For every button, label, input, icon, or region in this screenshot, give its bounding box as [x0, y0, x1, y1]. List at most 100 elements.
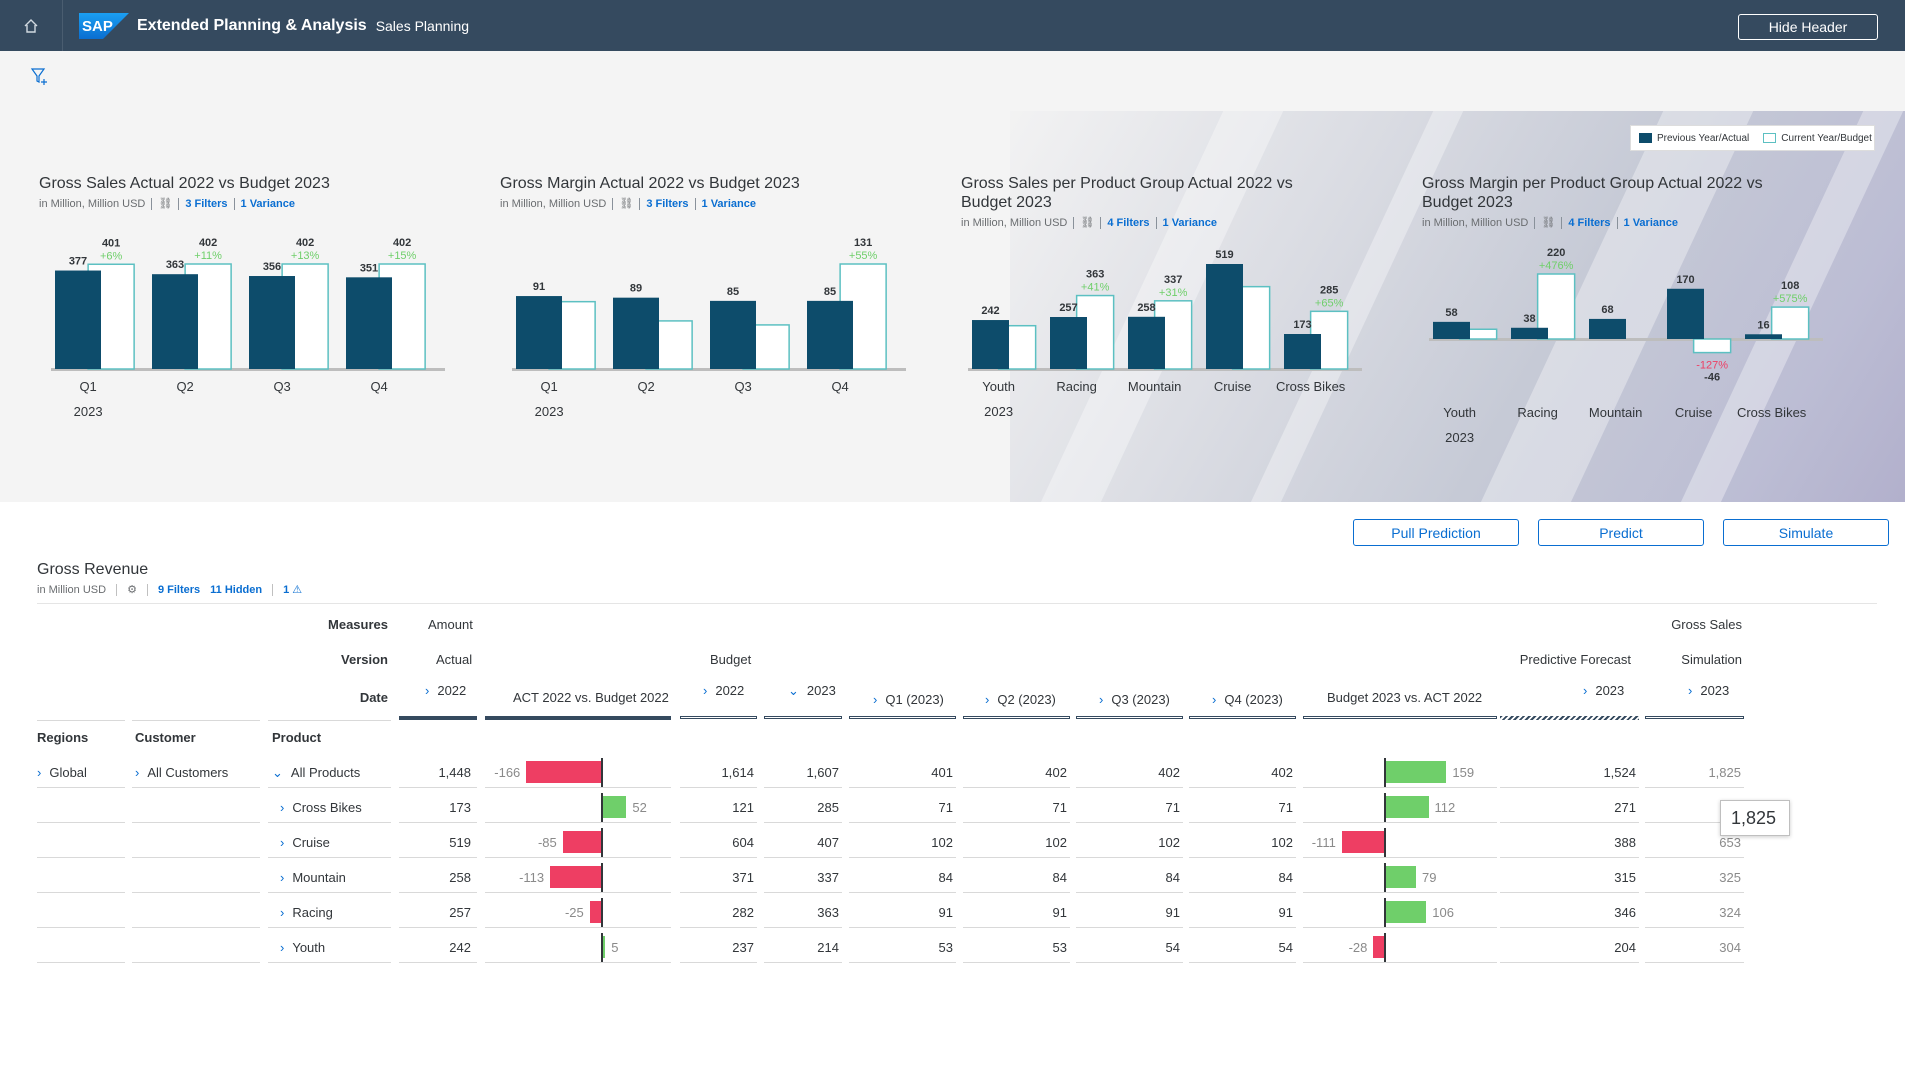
table-value-cell[interactable]: 242 — [449, 940, 471, 955]
chart-variance-link[interactable]: 1 Variance — [701, 197, 756, 210]
table-value-cell[interactable]: 84 — [938, 870, 953, 885]
customer-cell-all[interactable]: › All Customers — [135, 765, 255, 780]
variance-bar-budget-vs-act[interactable] — [1386, 761, 1447, 783]
table-value-cell[interactable]: 91 — [1052, 905, 1067, 920]
column-header-q2[interactable]: › Q2 (2023) — [985, 692, 1056, 707]
variance-bar-act-vs-budget[interactable] — [562, 831, 601, 853]
table-value-cell[interactable]: 315 — [1614, 870, 1636, 885]
pull-prediction-button[interactable]: Pull Prediction — [1353, 519, 1519, 546]
product-cell[interactable]: › Youth — [280, 940, 400, 955]
chart-variance-link[interactable]: 1 Variance — [1162, 216, 1217, 229]
chevron-icon[interactable]: › — [1583, 683, 1588, 698]
column-header-budget-2022[interactable]: › 2022 — [703, 683, 744, 698]
table-value-cell[interactable]: 53 — [938, 940, 953, 955]
table-value-cell[interactable]: 121 — [732, 800, 754, 815]
chevron-icon[interactable]: ⌄ — [788, 683, 799, 698]
variance-bar-act-vs-budget[interactable] — [550, 866, 601, 888]
table-value-cell[interactable]: 54 — [1165, 940, 1180, 955]
chevron-icon[interactable]: › — [425, 683, 430, 698]
table-value-cell[interactable]: 84 — [1052, 870, 1067, 885]
variance-bar-act-vs-budget[interactable] — [603, 796, 627, 818]
table-value-cell[interactable]: 214 — [817, 940, 839, 955]
table-value-cell[interactable]: 71 — [1165, 800, 1180, 815]
table-value-cell[interactable]: 173 — [449, 800, 471, 815]
table-value-cell[interactable]: 285 — [817, 800, 839, 815]
product-cell[interactable]: › Mountain — [280, 870, 400, 885]
variance-bar-budget-vs-act[interactable] — [1386, 796, 1429, 818]
table-value-cell[interactable]: 401 — [931, 765, 953, 780]
variance-bar-act-vs-budget[interactable] — [526, 761, 601, 783]
table-filters-link[interactable]: 9 Filters — [157, 583, 201, 596]
table-value-cell[interactable]: 653 — [1719, 835, 1741, 850]
variance-bar-act-vs-budget[interactable] — [603, 936, 606, 958]
table-value-cell[interactable]: 371 — [732, 870, 754, 885]
variance-bar-act-vs-budget[interactable] — [589, 901, 601, 923]
column-header-q1[interactable]: › Q1 (2023) — [873, 692, 944, 707]
product-cell[interactable]: ⌄ All Products — [272, 765, 392, 781]
table-value-cell[interactable]: 324 — [1719, 905, 1741, 920]
table-value-cell[interactable]: 91 — [1278, 905, 1293, 920]
table-value-cell[interactable]: 53 — [1052, 940, 1067, 955]
hide-header-button[interactable]: Hide Header — [1738, 14, 1878, 40]
table-value-cell[interactable]: 402 — [1271, 765, 1293, 780]
chart-filters-link[interactable]: 4 Filters — [1107, 216, 1150, 229]
product-cell[interactable]: › Cross Bikes — [280, 800, 400, 815]
table-value-cell[interactable]: 71 — [1278, 800, 1293, 815]
table-value-cell[interactable]: 519 — [449, 835, 471, 850]
chart-filters-link[interactable]: 3 Filters — [185, 197, 228, 210]
table-value-cell[interactable]: 102 — [1271, 835, 1293, 850]
chevron-right-icon[interactable]: › — [280, 835, 285, 850]
table-value-cell[interactable]: 325 — [1719, 870, 1741, 885]
column-header-act-vs-budget-2022[interactable]: ACT 2022 vs. Budget 2022 — [513, 690, 669, 705]
product-cell[interactable]: › Racing — [280, 905, 400, 920]
table-value-cell[interactable]: 402 — [1158, 765, 1180, 780]
chevron-right-icon[interactable]: › — [37, 765, 42, 780]
variance-bar-budget-vs-act[interactable] — [1386, 866, 1417, 888]
table-value-cell[interactable]: 407 — [817, 835, 839, 850]
column-header-actual-2022[interactable]: › 2022 — [425, 683, 466, 698]
chart-filters-link[interactable]: 3 Filters — [646, 197, 689, 210]
table-value-cell[interactable]: 271 — [1614, 800, 1636, 815]
table-value-cell[interactable]: 71 — [938, 800, 953, 815]
table-value-cell[interactable]: 71 — [1052, 800, 1067, 815]
table-value-cell[interactable]: 204 — [1614, 940, 1636, 955]
predict-button[interactable]: Predict — [1538, 519, 1704, 546]
chevron-right-icon[interactable]: › — [135, 765, 140, 780]
variance-bar-budget-vs-act[interactable] — [1341, 831, 1384, 853]
table-value-cell[interactable]: 91 — [1165, 905, 1180, 920]
table-warning-link[interactable]: 1 ⚠ — [283, 584, 303, 596]
chevron-right-icon[interactable]: › — [280, 800, 285, 815]
chart-variance-link[interactable]: 1 Variance — [1623, 216, 1678, 229]
table-value-cell[interactable]: 1,825 — [1708, 765, 1741, 780]
chevron-icon[interactable]: › — [1688, 683, 1693, 698]
table-value-cell[interactable]: 1,448 — [438, 765, 471, 780]
variance-bar-budget-vs-act[interactable] — [1373, 936, 1384, 958]
table-value-cell[interactable]: 102 — [1158, 835, 1180, 850]
chevron-right-icon[interactable]: › — [280, 870, 285, 885]
settings-icon[interactable]: ⚙ — [127, 584, 137, 596]
chevron-down-icon[interactable]: ⌄ — [272, 765, 283, 780]
chevron-right-icon[interactable]: › — [280, 905, 285, 920]
column-header-simulation-2023[interactable]: › 2023 — [1688, 683, 1729, 698]
home-button[interactable] — [0, 0, 63, 51]
table-value-cell[interactable]: 402 — [1045, 765, 1067, 780]
table-value-cell[interactable]: 388 — [1614, 835, 1636, 850]
chevron-icon[interactable]: › — [1212, 692, 1217, 707]
table-value-cell[interactable]: 257 — [449, 905, 471, 920]
region-cell-global[interactable]: › Global — [37, 765, 117, 780]
chevron-icon[interactable]: › — [985, 692, 990, 707]
table-value-cell[interactable]: 346 — [1614, 905, 1636, 920]
table-value-cell[interactable]: 237 — [732, 940, 754, 955]
column-header-q3[interactable]: › Q3 (2023) — [1099, 692, 1170, 707]
simulate-button[interactable]: Simulate — [1723, 519, 1889, 546]
table-value-cell[interactable]: 1,524 — [1603, 765, 1636, 780]
chevron-icon[interactable]: › — [873, 692, 878, 707]
table-value-cell[interactable]: 282 — [732, 905, 754, 920]
chevron-icon[interactable]: › — [1099, 692, 1104, 707]
table-value-cell[interactable]: 84 — [1165, 870, 1180, 885]
table-value-cell[interactable]: 91 — [938, 905, 953, 920]
table-value-cell[interactable]: 304 — [1719, 940, 1741, 955]
table-value-cell[interactable]: 102 — [1045, 835, 1067, 850]
table-value-cell[interactable]: 1,614 — [721, 765, 754, 780]
table-value-cell[interactable]: 258 — [449, 870, 471, 885]
